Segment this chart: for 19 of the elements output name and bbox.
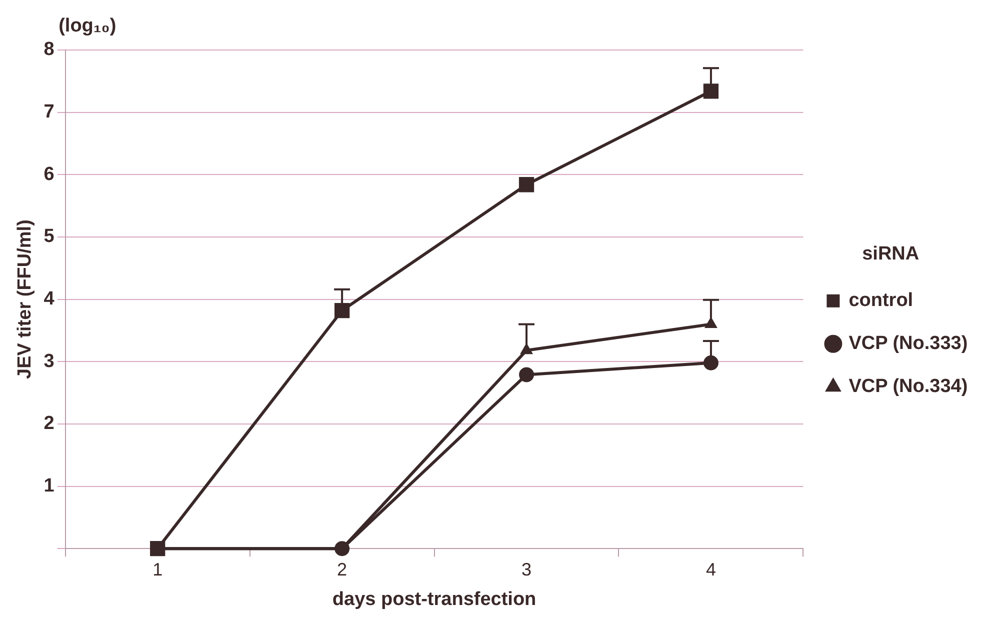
y-tick-label: 6 xyxy=(44,164,54,185)
legend-title: siRNA xyxy=(862,243,920,264)
x-tick-label: 4 xyxy=(706,559,716,580)
y-axis-title: JEV titer (FFU/ml) xyxy=(14,220,36,380)
x-tick-label: 1 xyxy=(152,559,163,580)
x-tick-label: 2 xyxy=(337,559,348,580)
y-tick-label: 7 xyxy=(44,102,54,123)
y-tick-label: 3 xyxy=(44,350,54,372)
y-tick-label: 1 xyxy=(44,476,55,497)
y-tick-label: 5 xyxy=(44,226,55,248)
y-tick-label: 2 xyxy=(44,413,54,434)
legend-label: control xyxy=(848,290,914,312)
legend-label: VCP (No.333) xyxy=(848,333,968,354)
text: (log₁₀) xyxy=(58,16,116,37)
legend-label: VCP (No.334) xyxy=(848,376,968,398)
x-axis-title: days post-transfection xyxy=(332,588,536,610)
y-tick-label: 4 xyxy=(44,288,55,310)
y-tick-label: 8 xyxy=(44,39,54,60)
x-tick-label: 3 xyxy=(522,559,532,580)
